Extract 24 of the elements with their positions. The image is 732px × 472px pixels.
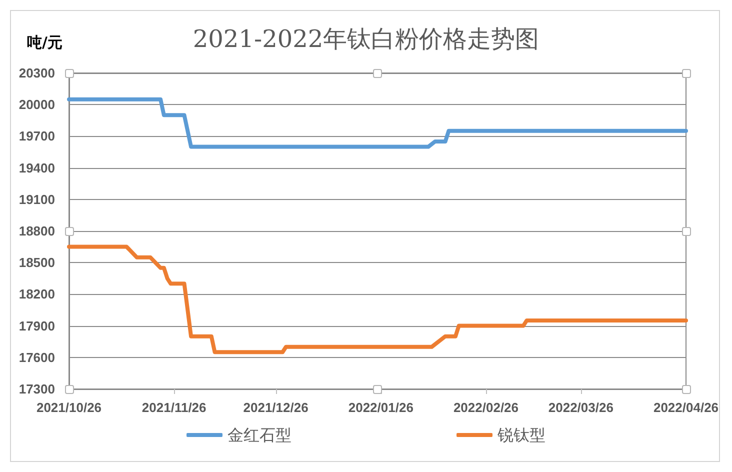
y-tick-label: 20300 (18, 66, 55, 80)
y-axis-title: 吨/元 (27, 34, 62, 52)
y-tick-label: 17900 (18, 318, 55, 334)
y-tick-label: 20000 (18, 97, 55, 112)
y-tick-label: 19400 (18, 160, 55, 176)
x-tick-label: 2021/10/26 (36, 400, 102, 415)
line-series (67, 97, 688, 149)
x-tick-label: 2022/03/26 (548, 400, 614, 415)
x-tick-label: 2022/01/26 (348, 400, 414, 415)
y-tick-label: 19100 (18, 192, 55, 207)
legend-label: 金红石型 (228, 426, 292, 444)
x-tick-label: 2021/11/26 (142, 400, 206, 415)
line-series (67, 244, 688, 354)
legend-label: 锐钛型 (496, 426, 546, 444)
y-tick-label: 18500 (18, 255, 55, 270)
y-tick-label: 19700 (18, 128, 55, 144)
y-tick-label: 17300 (18, 382, 55, 396)
x-tick-label: 2022/02/26 (453, 400, 519, 415)
x-tick-label: 2022/04/26 (653, 400, 719, 415)
chart-title: 2021-2022年钛白粉价格走势图 (192, 25, 540, 53)
x-tick-label: 2021/12/26 (243, 400, 308, 415)
y-tick-label: 17600 (18, 350, 55, 365)
y-tick-label: 18800 (18, 224, 55, 238)
y-tick-label: 18200 (18, 286, 55, 302)
